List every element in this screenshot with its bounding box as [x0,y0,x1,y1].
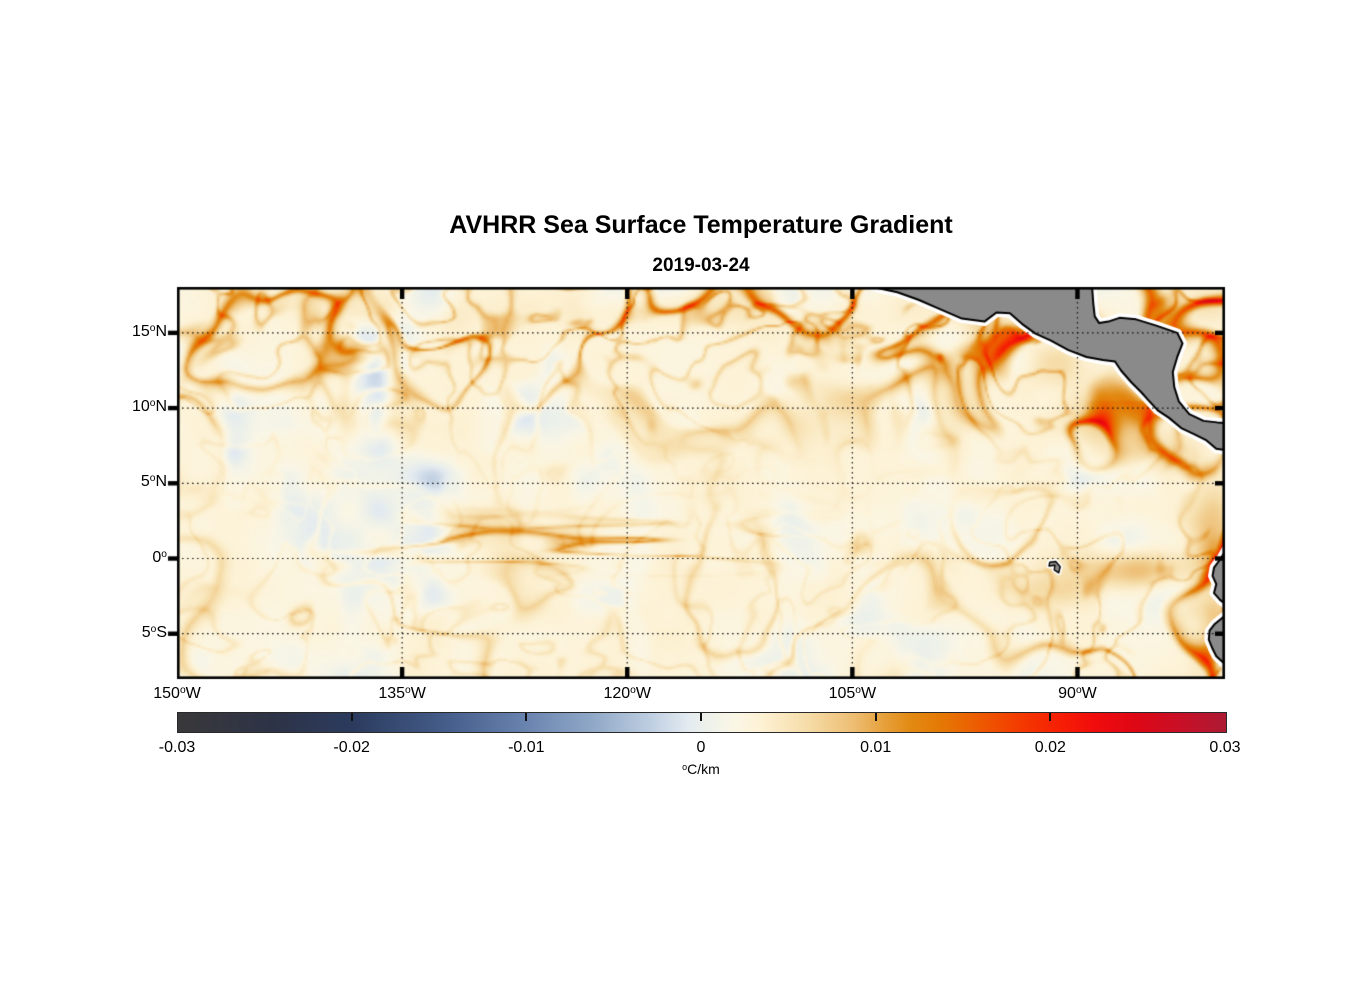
degree-superscript: o [149,322,156,334]
colorbar-tick [525,713,528,721]
degree-superscript: o [855,685,861,697]
figure-subtitle: 2019-03-24 [652,255,750,276]
degree-superscript: o [149,473,156,485]
colorbar-tick-label-0.03: 0.03 [1209,739,1241,756]
degree-superscript: o [1075,685,1082,697]
degree-superscript: o [150,623,157,635]
map-canvas [157,277,1245,709]
figure-title: AVHRR Sea Surface Temperature Gradient [449,211,953,239]
x-tick-label-150°W: 150oW [153,685,201,702]
colorbar-tick-label-0.01: 0.01 [860,739,892,756]
x-tick-label-135°W: 135oW [378,685,426,702]
colorbar-unit-label: oC/km [682,761,720,777]
y-tick-label-10°N: 10oN [131,398,167,416]
colorbar-tick [350,713,353,721]
colorbar-gradient [177,712,1227,733]
degree-superscript: o [161,548,167,560]
colorbar-tick-label--0.01: -0.01 [508,739,545,756]
degree-superscript: o [630,685,636,697]
degree-superscript: o [179,685,186,697]
x-tick-label-120°W: 120oW [603,685,651,702]
degree-superscript: o [149,398,156,410]
colorbar-tick-label-0: 0 [696,739,706,756]
colorbar-tick [700,713,702,721]
colorbar-tick-label--0.02: -0.02 [333,739,370,756]
degree-superscript: o [405,685,411,697]
colorbar-tick-label--0.03: -0.03 [158,739,196,756]
colorbar-tick-label-0.02: 0.02 [1034,739,1066,756]
y-tick-label-5°S: 5oS [141,623,167,641]
x-tick-label-90°W: 90oW [1058,685,1097,702]
y-tick-label-15°N: 15oN [131,322,167,340]
y-tick-label-0°: 0o [152,548,167,566]
colorbar-tick [874,713,877,721]
degree-superscript: o [682,761,688,772]
x-tick-label-105°W: 105oW [828,685,877,702]
y-tick-label-5°N: 5oN [140,473,167,491]
colorbar-tick [1049,713,1052,721]
